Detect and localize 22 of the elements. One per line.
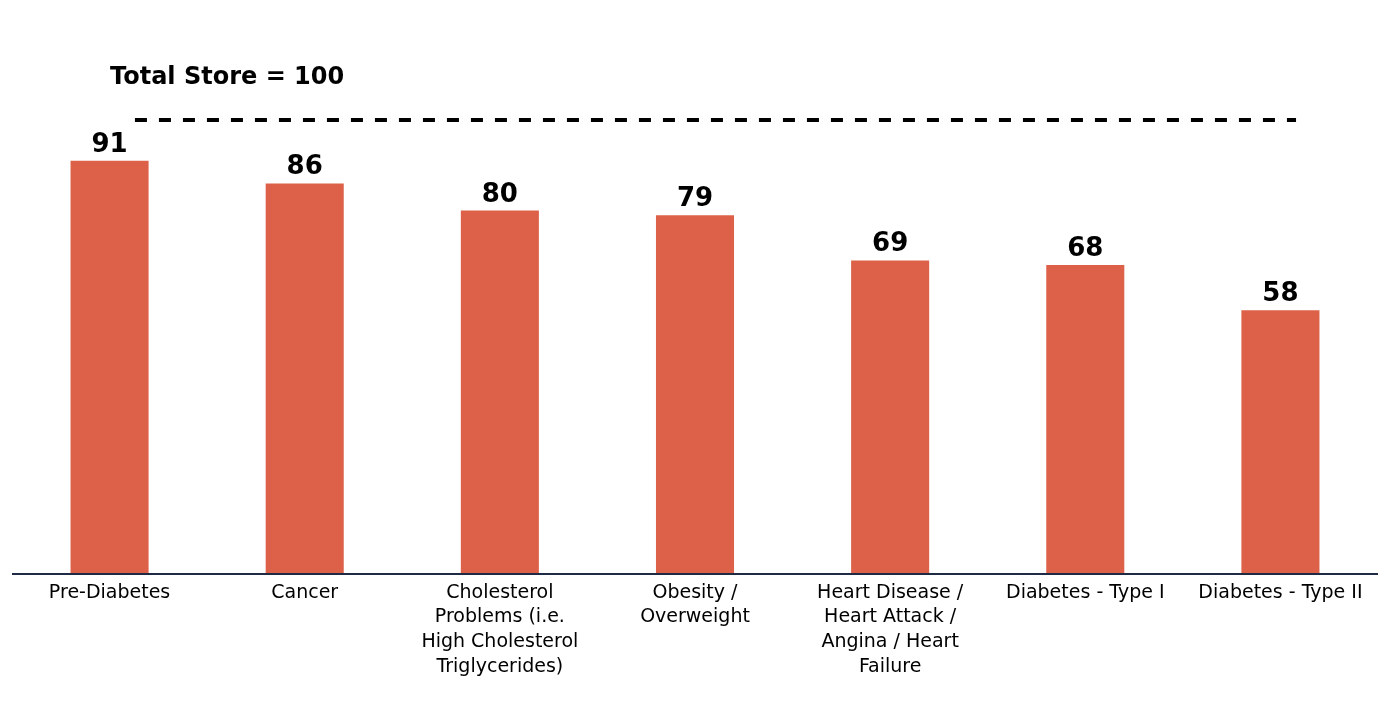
- bar: [460, 210, 539, 573]
- data-label: 69: [872, 227, 909, 258]
- data-label: 91: [91, 127, 128, 158]
- bar: [1046, 264, 1125, 573]
- data-label: 68: [1067, 231, 1104, 262]
- bar: [265, 183, 344, 573]
- data-label: 58: [1262, 277, 1299, 308]
- x-tick-label: Heart Disease / Heart Attack / Angina / Heart Failure: [817, 579, 964, 676]
- x-tick-label: Diabetes - Type I: [1006, 579, 1165, 602]
- bar: [655, 215, 735, 573]
- data-label: 80: [481, 177, 518, 208]
- bar: [1241, 310, 1320, 573]
- ref-line-label: Total Store = 100: [110, 62, 345, 90]
- x-tick-label: Cholesterol Problems (i.e. High Cholesterol Triglycerides): [421, 579, 579, 676]
- x-tick-label: Diabetes - Type II: [1198, 579, 1363, 602]
- x-tick-label: Cancer: [271, 579, 339, 602]
- data-label: 79: [676, 182, 714, 213]
- bar: [851, 260, 930, 573]
- bar: [70, 160, 149, 573]
- x-tick-label: Obesity / Overweight: [640, 579, 750, 627]
- x-tick-label: Pre-Diabetes: [48, 579, 171, 602]
- data-label: 86: [286, 150, 323, 181]
